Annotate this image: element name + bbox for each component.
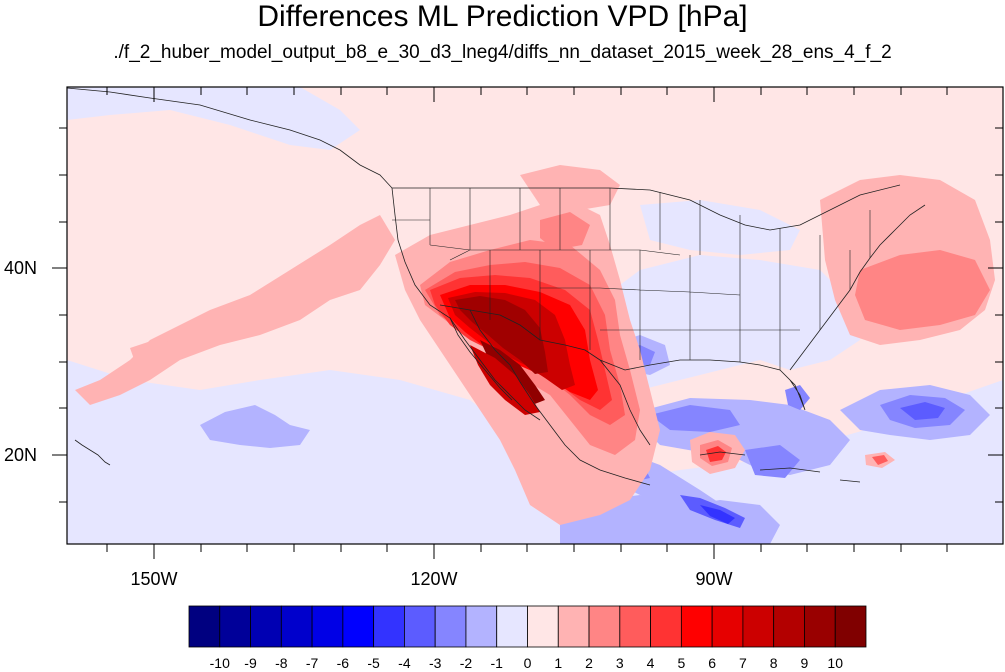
colorbar-tick-label: 10 (827, 655, 843, 671)
colorbar-tick-label: 1 (554, 655, 563, 671)
colorbar-box (650, 605, 682, 648)
colorbar-box (619, 605, 651, 648)
east-coast (789, 204, 926, 371)
field-red-atlantic-core (872, 455, 888, 465)
colorbar-box (588, 605, 621, 648)
colorbar-box (465, 605, 498, 648)
field-pale-blue-bc (230, 92, 340, 128)
map-boundaries (67, 87, 926, 486)
colorbar-tick-label: 2 (585, 655, 593, 671)
colorbar-tick-label: -7 (305, 655, 319, 671)
us-canada-border (392, 184, 901, 231)
colorbar (188, 605, 867, 648)
colorbar-box (404, 605, 436, 648)
colorbar-box (434, 605, 467, 648)
colorbar-tick-label: 3 (615, 655, 624, 671)
colorbar-tick-label: -10 (209, 655, 230, 671)
lon-label-90w: 90W (695, 569, 733, 589)
colorbar-tick-label: -8 (275, 655, 288, 671)
lon-label-150w: 150W (130, 569, 178, 589)
colorbar-tick-label: -2 (459, 655, 473, 671)
colorbar-box (680, 605, 713, 648)
colorbar-tick-label: 5 (677, 655, 686, 671)
chart-subtitle: ./f_2_huber_model_output_b8_e_30_d3_lneg… (113, 42, 892, 63)
us-mexico-border (439, 304, 601, 361)
colorbar-box (280, 605, 313, 648)
field-blue-gulf-right (745, 445, 800, 478)
field-blue-gulf-core (650, 405, 740, 432)
colorbar-box (773, 605, 805, 648)
field-red-baja-darkest (480, 340, 545, 405)
colorbar-box (250, 605, 282, 648)
lon-label-120w: 120W (410, 569, 458, 589)
colorbar-box (219, 605, 251, 648)
mexico-west-coast (519, 381, 651, 486)
field-blue-florida (785, 385, 810, 410)
field-blue-eastpac-deep (700, 505, 735, 524)
lat-label-20n: 20N (4, 445, 38, 465)
colorbar-tick-label: 6 (708, 655, 717, 671)
colorbar-box (527, 605, 559, 648)
field-light-red-pacific-streak2 (130, 338, 175, 362)
axis-ticks (52, 87, 1003, 559)
field-light-blue-pacific (200, 405, 310, 448)
lat-label-40n: 40N (4, 258, 38, 278)
field-red-north-patch (540, 212, 590, 250)
colorbar-tick-label: -5 (367, 655, 380, 671)
colorbar-tick-label: -1 (490, 655, 503, 671)
colorbar-tick-label: 8 (769, 655, 778, 671)
colorbar-tick-label: -3 (428, 655, 442, 671)
field-light-red-north (520, 165, 620, 210)
field-red-baja-core (470, 345, 540, 415)
state-lines (392, 188, 871, 370)
field-pale-blue-north (640, 200, 800, 255)
colorbar-box (742, 605, 775, 648)
gulf-coast (599, 359, 806, 446)
caribbean-islands (699, 451, 861, 483)
colorbar-box (342, 605, 375, 648)
colorbar-tick-label: -4 (398, 655, 411, 671)
colorbar-tick-label: 9 (800, 655, 809, 671)
colorbar-box (804, 605, 836, 648)
colorbar-tick-label: 4 (646, 655, 655, 671)
colorbar-tick-label: -9 (244, 655, 257, 671)
colorbar-box (188, 605, 221, 648)
colorbar-box (557, 605, 590, 648)
colorbar-tick-label: -6 (336, 655, 350, 671)
colorbar-box (496, 605, 528, 648)
field-blue-atlantic-deep (900, 402, 945, 420)
colorbar-tick-label: 0 (523, 655, 532, 671)
hawaii-islands (74, 439, 111, 466)
map-field (67, 87, 1003, 544)
field-red-west-darkest (455, 296, 548, 374)
colorbar-box (711, 605, 744, 648)
colorbar-box (311, 605, 344, 648)
baja-coast (449, 309, 521, 401)
field-red-caribbean-core (706, 446, 726, 462)
chart-title: Differences ML Prediction VPD [hPa] (257, 0, 748, 33)
colorbar-box (834, 605, 867, 648)
colorbar-tick-label: 7 (739, 655, 747, 671)
field-red-northeast (855, 250, 990, 330)
canada-coast (67, 87, 393, 189)
colorbar-box (373, 605, 405, 648)
